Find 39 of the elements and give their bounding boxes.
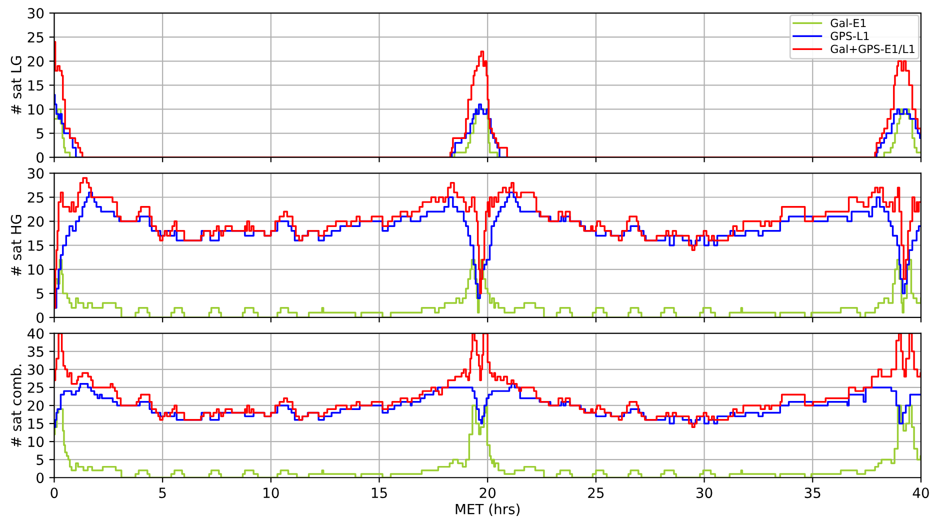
y-tick-label: 40 (28, 328, 44, 339)
y-tick-label: 30 (28, 168, 44, 179)
y-tick-label: 10 (28, 104, 44, 115)
y-tick-label: 10 (28, 264, 44, 275)
y-axis-title: # sat HG (10, 215, 22, 276)
y-tick-label: 20 (28, 56, 44, 67)
y-tick-label: 0 (36, 312, 44, 323)
x-tick-label: 5 (159, 488, 166, 498)
legend-label: Gal-E1 (830, 18, 866, 28)
y-tick-label: 15 (28, 418, 44, 429)
x-tick-label: 30 (696, 488, 712, 498)
x-axis-title: MET (hrs) (456, 504, 520, 516)
x-tick-label: 15 (372, 488, 387, 498)
x-tick-label: 10 (264, 488, 279, 498)
x-tick-label: 25 (588, 488, 604, 498)
y-axis-title: # sat comb. (10, 364, 22, 447)
y-axis-title: # sat LG (10, 56, 22, 114)
x-tick-label: 35 (804, 488, 820, 498)
y-tick-label: 10 (28, 436, 44, 448)
y-tick-label: 35 (28, 346, 44, 357)
y-tick-label: 20 (28, 216, 44, 227)
legend-label: Gal+GPS-E1/L1 (830, 44, 914, 54)
x-tick-label: 40 (912, 488, 929, 498)
y-tick-label: 20 (28, 400, 44, 411)
x-tick-label: 0 (50, 488, 58, 498)
y-tick-label: 25 (28, 32, 44, 43)
y-tick-label: 0 (36, 472, 44, 484)
y-tick-label: 5 (36, 454, 44, 466)
x-tick-label: 20 (480, 488, 496, 498)
y-tick-label: 0 (36, 152, 44, 163)
y-tick-label: 5 (36, 288, 44, 299)
y-tick-label: 25 (28, 192, 44, 203)
y-tick-label: 15 (28, 80, 44, 91)
y-tick-label: 5 (36, 128, 44, 139)
y-tick-label: 30 (28, 364, 44, 375)
y-tick-label: 30 (28, 8, 44, 19)
y-tick-label: 25 (28, 382, 44, 393)
legend-label: GPS-L1 (830, 32, 869, 40)
y-tick-label: 15 (28, 240, 44, 251)
